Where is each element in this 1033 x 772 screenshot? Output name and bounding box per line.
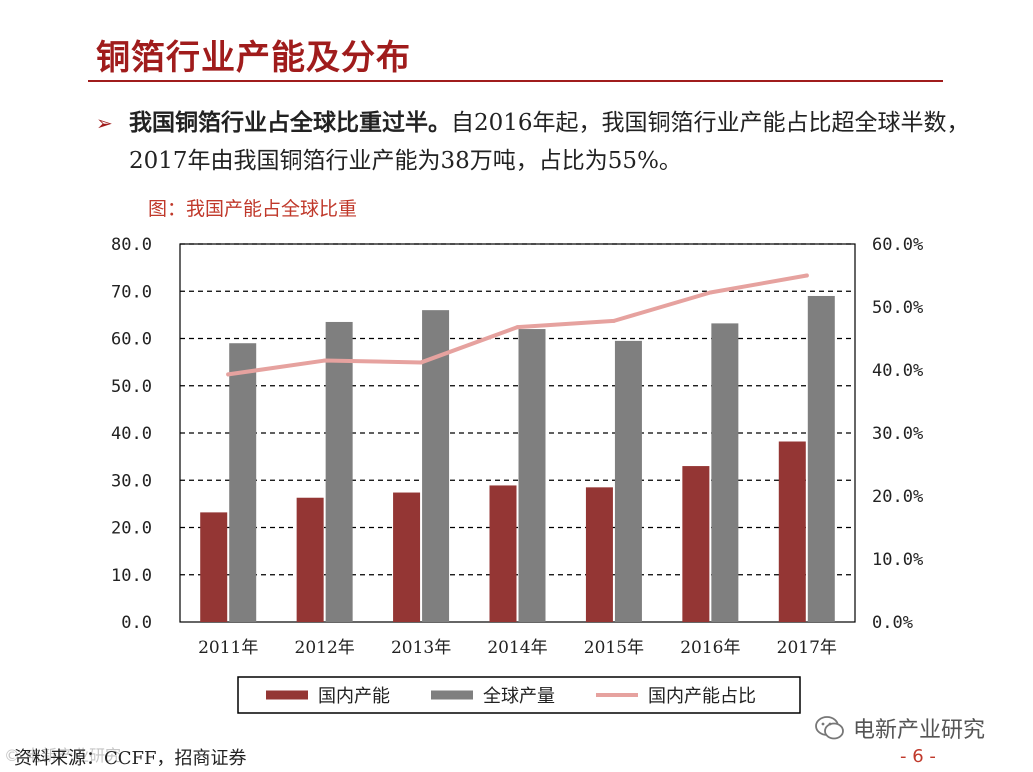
legend-label: 国内产能占比 bbox=[648, 686, 756, 707]
bar-domestic-capacity bbox=[393, 492, 421, 622]
y-right-tick-label: 30.0% bbox=[872, 424, 923, 444]
line-point-domestic-share bbox=[226, 372, 231, 377]
y-right-tick-label: 10.0% bbox=[872, 550, 923, 570]
brand-signature: 电新产业研究 bbox=[815, 712, 985, 744]
x-tick-label: 2011年 bbox=[198, 638, 258, 658]
watermark: © 电新产业研究 bbox=[4, 746, 122, 765]
bullet-arrow-icon: ➢ bbox=[96, 111, 113, 135]
bar-global-output bbox=[711, 323, 739, 622]
line-point-domestic-share bbox=[419, 360, 424, 365]
plot-frame bbox=[179, 243, 856, 623]
legend-key-domestic bbox=[266, 690, 308, 700]
legend-label: 国内产能 bbox=[318, 686, 390, 707]
chart-legend: 国内产能 全球产量 国内产能占比 bbox=[237, 676, 801, 714]
bar-global-output bbox=[229, 343, 257, 622]
slide-title: 铜箔行业产能及分布 bbox=[96, 38, 411, 78]
title-divider bbox=[88, 80, 943, 82]
page-number: - 6 - bbox=[900, 746, 936, 767]
line-point-domestic-share bbox=[611, 318, 616, 323]
legend-label: 全球产量 bbox=[483, 686, 555, 707]
bullet-body: 自2016年起，我国铜箔行业产能占比超全球半数，2017年由我国铜箔行业产能为3… bbox=[129, 110, 970, 174]
x-tick-label: 2016年 bbox=[680, 638, 740, 658]
y-left-tick-label: 60.0 bbox=[111, 330, 152, 350]
y-left-tick-label: 10.0 bbox=[111, 566, 152, 586]
y-right-tick-label: 60.0% bbox=[872, 235, 923, 255]
y-right-tick-label: 20.0% bbox=[872, 487, 923, 507]
bar-domestic-capacity bbox=[682, 466, 710, 622]
wechat-icon bbox=[815, 716, 844, 740]
bullet-point: ➢ 我国铜箔行业占全球比重过半。自2016年起，我国铜箔行业产能占比超全球半数，… bbox=[96, 104, 976, 180]
legend-key-share bbox=[596, 693, 638, 697]
legend-key-global bbox=[431, 690, 473, 700]
bar-global-output bbox=[807, 295, 835, 622]
bar-domestic-capacity bbox=[585, 487, 613, 622]
x-tick-label: 2012年 bbox=[295, 638, 355, 658]
x-tick-label: 2014年 bbox=[487, 638, 547, 658]
y-right-tick-label: 0.0% bbox=[872, 613, 913, 633]
bar-global-output bbox=[325, 321, 353, 622]
line-point-domestic-share bbox=[708, 290, 713, 295]
y-left-tick-label: 70.0 bbox=[111, 282, 152, 302]
line-point-domestic-share bbox=[515, 325, 520, 330]
figure-caption: 图：我国产能占全球比重 bbox=[148, 198, 358, 220]
x-tick-label: 2017年 bbox=[777, 638, 837, 658]
y-right-tick-label: 40.0% bbox=[872, 361, 923, 381]
bar-domestic-capacity bbox=[200, 512, 228, 622]
y-left-tick-label: 30.0 bbox=[111, 471, 152, 491]
bullet-headline: 我国铜箔行业占全球比重过半。 bbox=[129, 109, 451, 136]
brand-name: 电新产业研究 bbox=[853, 718, 986, 743]
line-point-domestic-share bbox=[322, 358, 327, 363]
legend-frame bbox=[237, 676, 801, 714]
x-tick-label: 2015年 bbox=[584, 638, 644, 658]
y-left-tick-label: 0.0 bbox=[121, 613, 152, 633]
bar-domestic-capacity bbox=[778, 441, 806, 622]
line-point-domestic-share bbox=[804, 273, 809, 278]
bar-global-output bbox=[518, 329, 546, 622]
x-tick-label: 2013年 bbox=[391, 638, 451, 658]
y-left-tick-label: 80.0 bbox=[111, 235, 152, 255]
y-right-tick-label: 50.0% bbox=[872, 298, 923, 318]
bar-global-output bbox=[614, 340, 642, 622]
bar-domestic-capacity bbox=[489, 485, 517, 622]
y-left-tick-label: 40.0 bbox=[111, 424, 152, 444]
bar-domestic-capacity bbox=[296, 497, 324, 622]
y-left-tick-label: 50.0 bbox=[111, 377, 152, 397]
y-left-tick-label: 20.0 bbox=[111, 519, 152, 539]
source-note: 资料来源：CCFF，招商证券 bbox=[14, 748, 247, 769]
